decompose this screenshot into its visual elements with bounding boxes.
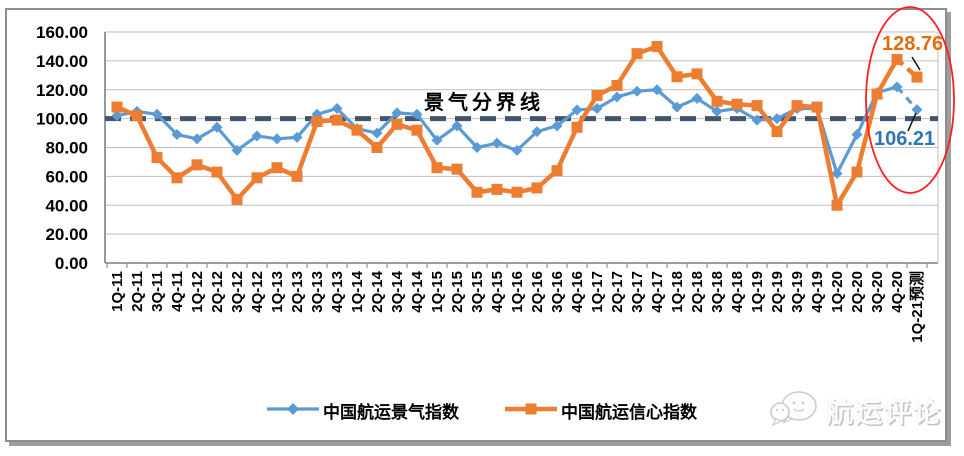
svg-text:80.00: 80.00 [45, 139, 88, 158]
svg-text:1Q-17: 1Q-17 [589, 271, 606, 313]
svg-text:2Q-19: 2Q-19 [769, 271, 786, 313]
svg-text:4Q-20: 4Q-20 [889, 271, 906, 313]
svg-text:2Q-14: 2Q-14 [369, 270, 386, 312]
svg-text:4Q-13: 4Q-13 [329, 271, 346, 313]
svg-text:2Q-11: 2Q-11 [129, 271, 146, 312]
csi-forecast-value-label: 128.76 [882, 33, 944, 55]
watermark: 航运评论 [768, 388, 942, 432]
svg-text:1Q-15: 1Q-15 [429, 271, 446, 313]
svg-text:1Q-19: 1Q-19 [749, 271, 766, 313]
svg-text:1Q-16: 1Q-16 [509, 271, 526, 313]
svg-text:2Q-17: 2Q-17 [609, 271, 626, 313]
chart-border-frame [5, 8, 947, 442]
svg-text:1Q-11: 1Q-11 [109, 271, 126, 312]
svg-text:1Q-18: 1Q-18 [669, 271, 686, 313]
cspi-line-diamond-marker-icon [267, 401, 319, 421]
svg-text:100.00: 100.00 [36, 110, 88, 129]
svg-text:0.00: 0.00 [55, 254, 88, 273]
svg-text:4Q-18: 4Q-18 [729, 271, 746, 313]
legend-label-cspi: 中国航运景气指数 [323, 403, 459, 422]
svg-text:2Q-20: 2Q-20 [849, 271, 866, 313]
svg-text:4Q-19: 4Q-19 [809, 271, 826, 313]
svg-text:1Q-13: 1Q-13 [269, 271, 286, 313]
svg-text:3Q-14: 3Q-14 [389, 270, 406, 312]
svg-text:4Q-12: 4Q-12 [249, 271, 266, 313]
watermark-text: 航运评论 [826, 397, 942, 428]
svg-text:40.00: 40.00 [45, 196, 88, 215]
legend-item-csi: 中国航运信心指数 [505, 398, 697, 423]
svg-text:2Q-13: 2Q-13 [289, 271, 306, 313]
svg-text:3Q-17: 3Q-17 [629, 271, 646, 313]
svg-text:3Q-15: 3Q-15 [469, 271, 486, 313]
svg-text:3Q-13: 3Q-13 [309, 271, 326, 313]
svg-text:4Q-17: 4Q-17 [649, 271, 666, 313]
svg-text:1Q-20: 1Q-20 [829, 271, 846, 313]
svg-text:1Q-21预测: 1Q-21预测 [908, 271, 926, 343]
svg-text:3Q-11: 3Q-11 [149, 271, 166, 312]
svg-text:140.00: 140.00 [36, 52, 88, 71]
svg-text:2Q-12: 2Q-12 [209, 271, 226, 313]
legend-label-csi: 中国航运信心指数 [561, 403, 697, 422]
svg-text:2Q-16: 2Q-16 [529, 271, 546, 313]
svg-text:3Q-12: 3Q-12 [229, 271, 246, 313]
svg-text:120.00: 120.00 [36, 81, 88, 100]
svg-text:3Q-19: 3Q-19 [789, 271, 806, 313]
svg-text:3Q-20: 3Q-20 [869, 271, 886, 313]
svg-text:3Q-18: 3Q-18 [709, 271, 726, 313]
svg-text:20.00: 20.00 [45, 225, 88, 244]
svg-text:4Q-14: 4Q-14 [409, 270, 426, 312]
svg-text:3Q-16: 3Q-16 [549, 271, 566, 313]
svg-text:2Q-15: 2Q-15 [449, 271, 466, 313]
wechat-chat-bubbles-icon [770, 391, 817, 427]
svg-text:1Q-12: 1Q-12 [189, 271, 206, 313]
svg-text:1Q-14: 1Q-14 [349, 270, 366, 312]
boundary-line-label: 景气分界线 [424, 92, 544, 114]
svg-text:4Q-15: 4Q-15 [489, 271, 506, 313]
svg-text:160.00: 160.00 [36, 23, 88, 42]
svg-text:4Q-16: 4Q-16 [569, 271, 586, 313]
csi-line-square-marker-icon [505, 401, 557, 421]
svg-text:2Q-18: 2Q-18 [689, 271, 706, 313]
svg-text:60.00: 60.00 [45, 167, 88, 186]
chart-legend: 中国航运景气指数 中国航运信心指数 [0, 398, 964, 423]
legend-item-cspi: 中国航运景气指数 [267, 398, 459, 423]
svg-text:4Q-11: 4Q-11 [169, 271, 186, 312]
cspi-forecast-value-label: 106.21 [874, 128, 936, 150]
